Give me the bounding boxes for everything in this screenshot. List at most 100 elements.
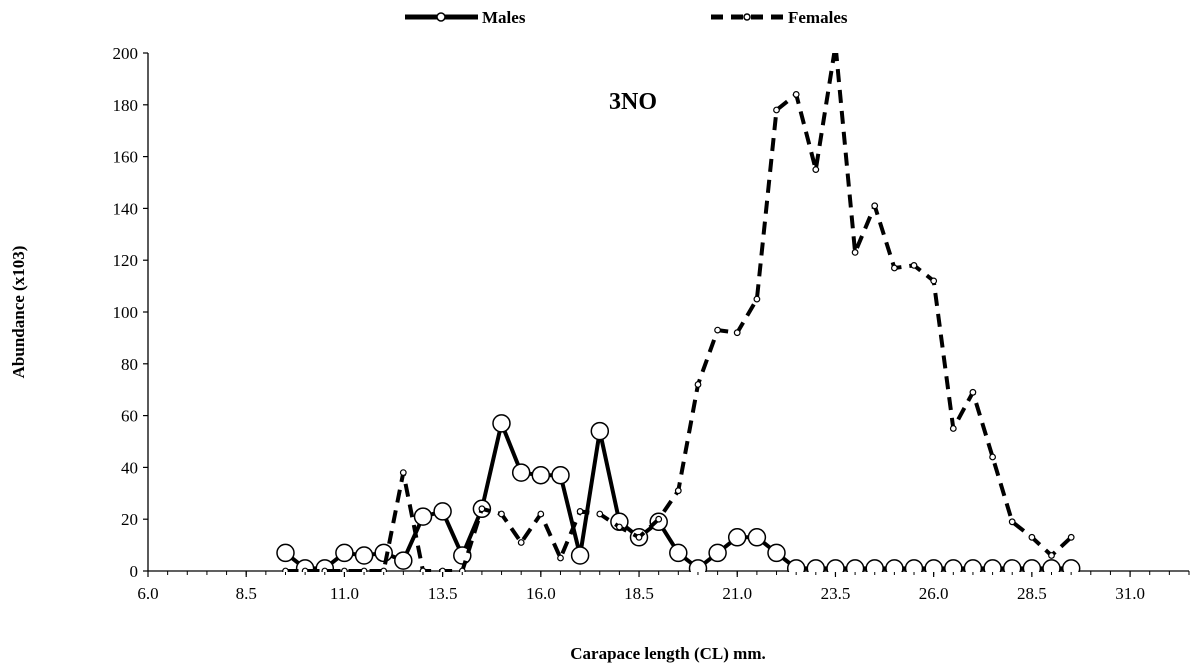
series-females-point: [812, 166, 820, 174]
series-females-point: [360, 567, 368, 572]
series-males-point: [885, 559, 904, 572]
y-tick-label: 120: [113, 251, 139, 270]
series-males-point: [511, 463, 531, 482]
x-tick-label: 28.5: [1017, 584, 1047, 603]
series-females-point: [969, 388, 977, 396]
series-females-point: [733, 329, 741, 337]
series-males-point: [924, 559, 943, 572]
series-females: [282, 42, 1075, 572]
y-tick-label: 60: [121, 407, 138, 426]
series-females-point: [1028, 533, 1036, 541]
series-females-point: [458, 567, 466, 572]
x-tick-label: 11.0: [330, 584, 359, 603]
series-males-point: [551, 465, 570, 485]
series-males-point: [708, 543, 727, 563]
y-tick-label: 160: [113, 148, 139, 167]
x-tick-label: 18.5: [624, 584, 654, 603]
series-females-point: [1067, 533, 1075, 541]
series-females-point: [851, 248, 859, 256]
series-females-point: [301, 567, 309, 572]
series-males-point: [845, 559, 865, 572]
x-tick-label: 21.0: [722, 584, 752, 603]
series-males-point: [335, 543, 354, 563]
series-males-point: [944, 559, 963, 572]
x-tick-label: 16.0: [526, 584, 556, 603]
y-axis-title: Abundance (x103): [9, 246, 28, 379]
x-axis: 6.0 8.5 11.0 13.5 16.0 18.5 21.0 23.5 26.0 28.5 31…: [137, 570, 1190, 603]
series-males-point: [413, 507, 433, 526]
y-tick-label: 100: [113, 303, 139, 322]
y-tick-label: 180: [113, 96, 139, 115]
y-tick-label: 200: [113, 44, 139, 63]
series-females-point: [478, 505, 486, 513]
y-tick-label: 0: [130, 562, 139, 581]
series-females-point: [557, 554, 564, 562]
series-females-point: [773, 106, 780, 114]
series-females-point: [635, 533, 643, 541]
series-males-point: [669, 543, 688, 563]
series-females-point: [517, 539, 525, 546]
series-males-point: [590, 421, 610, 441]
series-males-point: [806, 559, 826, 572]
series-males-point: [374, 543, 393, 563]
series-females-point: [616, 523, 623, 531]
series-females-point: [498, 510, 505, 518]
series-females-point: [341, 567, 348, 572]
legend-item-females: Females: [711, 8, 848, 27]
series-males-point: [826, 559, 845, 572]
series-males-point: [295, 559, 315, 572]
series-males-point: [767, 543, 786, 563]
x-tick-label: 13.5: [428, 584, 458, 603]
series-males-point: [1022, 559, 1042, 572]
series-males-point: [747, 528, 767, 547]
panel-label: 3NO: [609, 89, 657, 115]
legend-males-label: Males: [482, 8, 526, 27]
series-females-point: [714, 326, 721, 334]
x-tick-label: 8.5: [236, 584, 257, 603]
y-tick-label: 80: [121, 355, 138, 374]
series-males-point: [276, 543, 295, 563]
legend-females-label: Females: [788, 8, 848, 27]
series-males-point: [904, 559, 924, 572]
series-females-point: [833, 42, 839, 48]
series-females-point: [694, 381, 702, 388]
series-females-point: [1048, 552, 1055, 559]
x-tick-label: 6.0: [137, 584, 158, 603]
series-males-point: [1061, 559, 1081, 572]
y-ticks: 0 20 40 60 80 100 120 140 160 180 200: [113, 44, 148, 581]
series-females-point: [399, 469, 407, 477]
series-females-point: [753, 295, 761, 303]
series-females-point: [655, 515, 663, 523]
series-males-point: [865, 559, 884, 572]
legend: Males Females: [405, 8, 848, 27]
legend-males-marker: [436, 12, 446, 22]
legend-item-males: Males: [405, 8, 526, 27]
series-females-point: [439, 567, 446, 572]
series-females-point: [930, 277, 938, 285]
y-axis: 0 20 40 60 80 100 120 140 160 180 200: [113, 44, 149, 581]
x-tick-label: 26.0: [919, 584, 949, 603]
x-tick-label: 31.0: [1115, 584, 1145, 603]
legend-females-marker: [743, 13, 751, 21]
series-males-point: [394, 551, 413, 570]
y-tick-label: 20: [121, 510, 138, 529]
series-females-point: [576, 508, 584, 515]
series-females-point: [989, 453, 996, 461]
y-tick-label: 40: [121, 458, 138, 477]
series-females-point: [380, 567, 388, 572]
series-females-point: [792, 90, 800, 98]
x-tick-label: 23.5: [821, 584, 851, 603]
series-males-point: [983, 559, 1002, 572]
series-males-point: [570, 546, 590, 565]
x-ticks: 6.0 8.5 11.0 13.5 16.0 18.5 21.0 23.5 26.0 28.5 31…: [137, 571, 1190, 603]
series-females-point: [282, 567, 289, 572]
series-males-point: [786, 559, 806, 572]
series-males-point: [727, 528, 747, 547]
series-females-point: [537, 510, 545, 518]
series-males-point: [1002, 559, 1022, 572]
series-females-point: [871, 202, 879, 210]
series-females-point: [596, 510, 604, 518]
series-females-point: [321, 567, 329, 572]
series-males-point: [1042, 559, 1061, 572]
